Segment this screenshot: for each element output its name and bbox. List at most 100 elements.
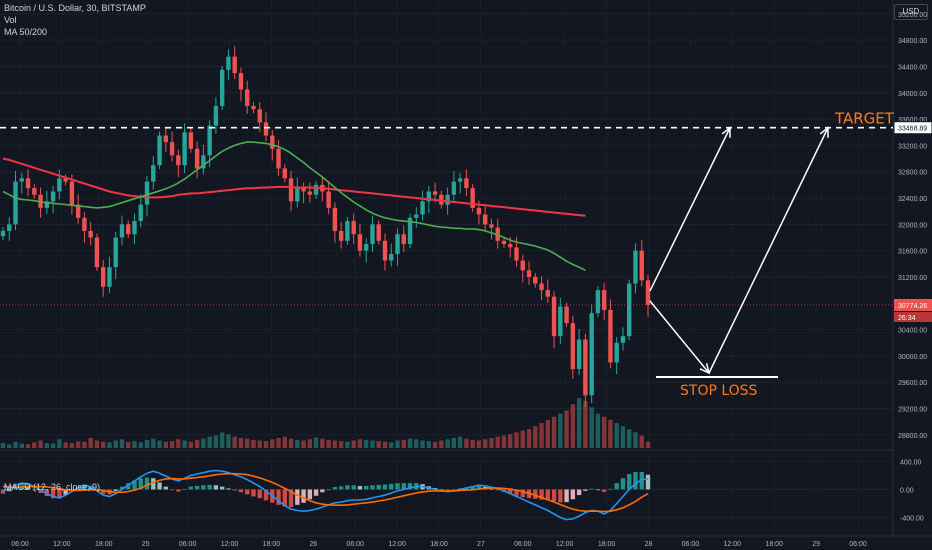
candle[interactable] [482, 214, 488, 225]
candle[interactable] [357, 234, 363, 251]
candle[interactable] [288, 178, 294, 202]
candle[interactable] [539, 283, 544, 291]
candle[interactable] [82, 217, 87, 231]
candle[interactable] [182, 132, 187, 166]
candle[interactable] [138, 204, 143, 222]
candle[interactable] [414, 214, 419, 218]
ma-indicator-label[interactable]: MA 50/200 [4, 27, 48, 37]
candle[interactable] [401, 234, 406, 245]
candle[interactable] [0, 230, 6, 237]
candle[interactable] [533, 276, 538, 284]
candle[interactable] [163, 135, 169, 143]
candle[interactable] [501, 240, 507, 245]
candle[interactable] [257, 109, 262, 123]
candle[interactable] [194, 148, 200, 169]
candle[interactable] [307, 191, 313, 195]
candle[interactable] [570, 323, 576, 370]
candle[interactable] [476, 207, 482, 215]
candle[interactable] [558, 306, 563, 337]
candle[interactable] [595, 290, 601, 314]
candle[interactable] [238, 73, 244, 90]
candle[interactable] [326, 191, 331, 208]
candle[interactable] [426, 191, 432, 202]
candle[interactable] [169, 142, 175, 156]
candlesticks[interactable] [0, 46, 651, 408]
candle[interactable] [470, 188, 475, 208]
time-axis[interactable]: 06:00 12:00 18:00 25 06:00 12:00 18:00 26 06:00 1… [11, 541, 867, 548]
candle[interactable] [50, 191, 56, 202]
candle[interactable] [351, 221, 356, 235]
candle[interactable] [119, 224, 125, 238]
candle[interactable] [639, 250, 644, 281]
candle[interactable] [132, 221, 137, 235]
candle[interactable] [226, 56, 231, 70]
candle[interactable] [251, 105, 256, 110]
candle[interactable] [19, 178, 24, 182]
candle[interactable] [13, 181, 18, 225]
candle[interactable] [551, 296, 557, 337]
candle[interactable] [370, 224, 375, 245]
candle[interactable] [157, 135, 162, 166]
candle[interactable] [376, 224, 381, 241]
candle[interactable] [620, 336, 626, 343]
candle[interactable] [232, 56, 237, 74]
candle[interactable] [219, 69, 225, 106]
candle[interactable] [32, 188, 37, 195]
candle[interactable] [420, 201, 425, 215]
candle[interactable] [213, 105, 219, 126]
currency-button[interactable]: USD [894, 4, 928, 20]
candle[interactable] [576, 339, 582, 370]
candle[interactable] [113, 237, 118, 268]
candle[interactable] [94, 237, 100, 268]
candle[interactable] [270, 135, 275, 149]
candle[interactable] [263, 122, 269, 136]
candle[interactable] [445, 194, 450, 205]
candle[interactable] [126, 224, 131, 235]
candle[interactable] [583, 339, 588, 396]
candle[interactable] [63, 178, 68, 182]
candle[interactable] [301, 188, 306, 192]
candle[interactable] [508, 244, 513, 248]
macd-indicator-label[interactable]: MACD (12, 26, close, 9) [4, 482, 101, 492]
candle[interactable] [439, 194, 444, 205]
symbol-title[interactable]: Bitcoin / U.S. Dollar, 30, BITSTAMP [4, 3, 146, 13]
candle[interactable] [25, 178, 31, 189]
candle[interactable] [451, 181, 457, 195]
candle[interactable] [645, 280, 651, 305]
candle[interactable] [520, 260, 525, 271]
candle[interactable] [69, 181, 75, 205]
candle[interactable] [407, 217, 413, 245]
candle[interactable] [276, 148, 281, 169]
candle[interactable] [107, 267, 112, 287]
candle[interactable] [395, 234, 400, 254]
candle[interactable] [207, 125, 212, 156]
candle[interactable] [432, 191, 438, 195]
volume-indicator-label[interactable]: Vol [4, 15, 17, 25]
candle[interactable] [176, 155, 181, 166]
candle[interactable] [188, 132, 194, 149]
candle[interactable] [464, 178, 469, 189]
candle[interactable] [345, 221, 350, 241]
candle[interactable] [151, 165, 156, 182]
candle[interactable] [332, 207, 338, 231]
candle[interactable] [514, 247, 519, 261]
candle[interactable] [57, 178, 62, 192]
candle[interactable] [545, 290, 551, 297]
candle[interactable] [282, 168, 287, 179]
candle[interactable] [526, 270, 532, 277]
candle[interactable] [245, 89, 250, 106]
candle[interactable] [614, 342, 619, 363]
candle[interactable] [201, 155, 206, 169]
candle[interactable] [44, 201, 50, 208]
candle[interactable] [313, 184, 319, 195]
candle[interactable] [564, 306, 569, 324]
candle[interactable] [295, 188, 300, 202]
candle[interactable] [489, 224, 494, 228]
candle[interactable] [7, 224, 12, 231]
projection-arrows[interactable] [649, 126, 829, 378]
candle[interactable] [633, 250, 638, 284]
candle[interactable] [389, 253, 394, 261]
candle[interactable] [144, 181, 150, 205]
candle[interactable] [627, 283, 632, 337]
